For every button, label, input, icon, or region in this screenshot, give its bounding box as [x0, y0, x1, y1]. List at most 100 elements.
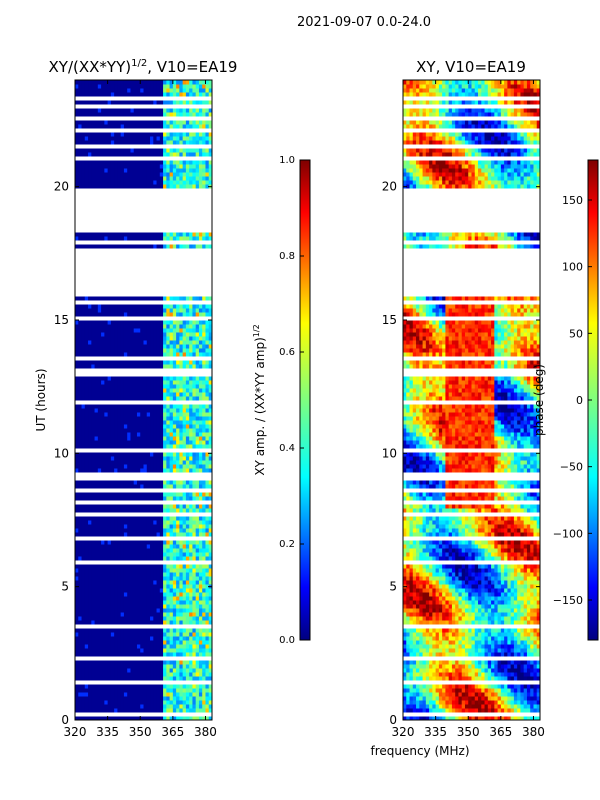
amplitude-cell	[143, 564, 148, 569]
amplitude-cell	[114, 316, 118, 321]
amplitude-cell	[94, 496, 99, 501]
amplitude-cell	[110, 604, 115, 609]
amplitude-cell	[133, 304, 138, 309]
amplitude-cell	[166, 476, 171, 481]
amplitude-cell	[176, 696, 180, 701]
amplitude-cell	[97, 364, 102, 369]
amplitude-cell	[136, 584, 141, 589]
amplitude-cell	[179, 428, 184, 433]
amplitude-cell	[78, 644, 83, 649]
amplitude-cell	[179, 312, 184, 317]
amplitude-cell	[159, 652, 164, 657]
amplitude-cell	[202, 320, 206, 325]
amplitude-cell	[110, 512, 115, 517]
amplitude-cell	[101, 316, 105, 321]
amplitude-cell	[110, 696, 115, 701]
amplitude-cell	[114, 484, 118, 489]
amplitude-cell	[159, 396, 164, 401]
amplitude-cell	[94, 308, 99, 313]
amplitude-cell	[156, 532, 161, 537]
amplitude-cell	[176, 520, 180, 525]
amplitude-cell	[185, 368, 190, 373]
amplitude-cell	[78, 536, 83, 541]
amplitude-cell	[208, 620, 212, 625]
amplitude-cell	[202, 260, 206, 265]
amplitude-cell	[169, 404, 174, 409]
amplitude-cell	[169, 480, 174, 485]
amplitude-cell	[192, 452, 197, 457]
amplitude-cell	[202, 692, 206, 697]
amplitude-cell	[75, 648, 79, 653]
amplitude-cell	[208, 504, 212, 509]
amplitude-cell	[101, 448, 105, 453]
amplitude-cell	[133, 440, 138, 445]
amplitude-cell	[107, 504, 112, 509]
amplitude-cell	[205, 372, 210, 377]
amplitude-cell	[88, 376, 92, 381]
amplitude-cell	[143, 608, 148, 613]
amplitude-cell	[123, 716, 128, 720]
amplitude-cell	[136, 340, 141, 345]
amplitude-cell	[169, 664, 174, 669]
amplitude-cell	[81, 684, 86, 689]
amplitude-cell	[189, 672, 193, 677]
amplitude-cell	[169, 360, 174, 365]
amplitude-cell	[94, 572, 99, 577]
amplitude-cell	[153, 580, 158, 585]
amplitude-cell	[192, 608, 197, 613]
amplitude-cell	[143, 364, 148, 369]
amplitude-cell	[150, 260, 154, 265]
amplitude-cell	[91, 272, 96, 277]
amplitude-cell	[75, 268, 79, 273]
amplitude-cell	[163, 656, 167, 661]
amplitude-cell	[202, 300, 206, 305]
amplitude-cell	[176, 548, 180, 553]
amplitude-cell	[182, 264, 187, 269]
amplitude-cell	[104, 376, 109, 381]
amplitude-cell	[81, 372, 86, 377]
amplitude-cell	[110, 580, 115, 585]
amplitude-cell	[192, 448, 197, 453]
amplitude-cell	[127, 300, 131, 305]
amplitude-cell	[166, 408, 171, 413]
amplitude-cell	[110, 656, 115, 661]
amplitude-cell	[136, 312, 141, 317]
amplitude-cell	[185, 448, 190, 453]
amplitude-cell	[156, 456, 161, 461]
amplitude-cell	[192, 392, 197, 397]
amplitude-cell	[88, 324, 92, 329]
amplitude-cell	[143, 644, 148, 649]
amplitude-cell	[140, 704, 144, 709]
amplitude-cell	[179, 440, 184, 445]
amplitude-cell	[159, 700, 164, 705]
amplitude-cell	[120, 280, 125, 285]
amplitude-cell	[198, 368, 203, 373]
amplitude-cell	[150, 400, 154, 405]
amplitude-cell	[88, 668, 92, 673]
amplitude-cell	[127, 576, 131, 581]
amplitude-cell	[153, 276, 158, 281]
amplitude-cell	[176, 328, 180, 333]
amplitude-cell	[143, 428, 148, 433]
amplitude-cell	[133, 244, 138, 249]
amplitude-cell	[107, 532, 112, 537]
amplitude-cell	[208, 276, 212, 281]
amplitude-cell	[192, 496, 197, 501]
amplitude-cell	[120, 592, 125, 597]
amplitude-cell	[127, 604, 131, 609]
amplitude-cell	[88, 620, 92, 625]
amplitude-cell	[159, 716, 164, 720]
amplitude-cell	[84, 256, 89, 261]
amplitude-cell	[75, 548, 79, 553]
amplitude-cell	[78, 624, 83, 629]
amplitude-cell	[130, 548, 135, 553]
amplitude-cell	[117, 664, 122, 669]
amplitude-cell	[198, 676, 203, 681]
amplitude-cell	[75, 552, 79, 557]
amplitude-cell	[107, 612, 112, 617]
amplitude-cell	[198, 308, 203, 313]
amplitude-cell	[202, 644, 206, 649]
amplitude-cell	[140, 464, 144, 469]
amplitude-cell	[117, 660, 122, 665]
amplitude-cell	[110, 476, 115, 481]
